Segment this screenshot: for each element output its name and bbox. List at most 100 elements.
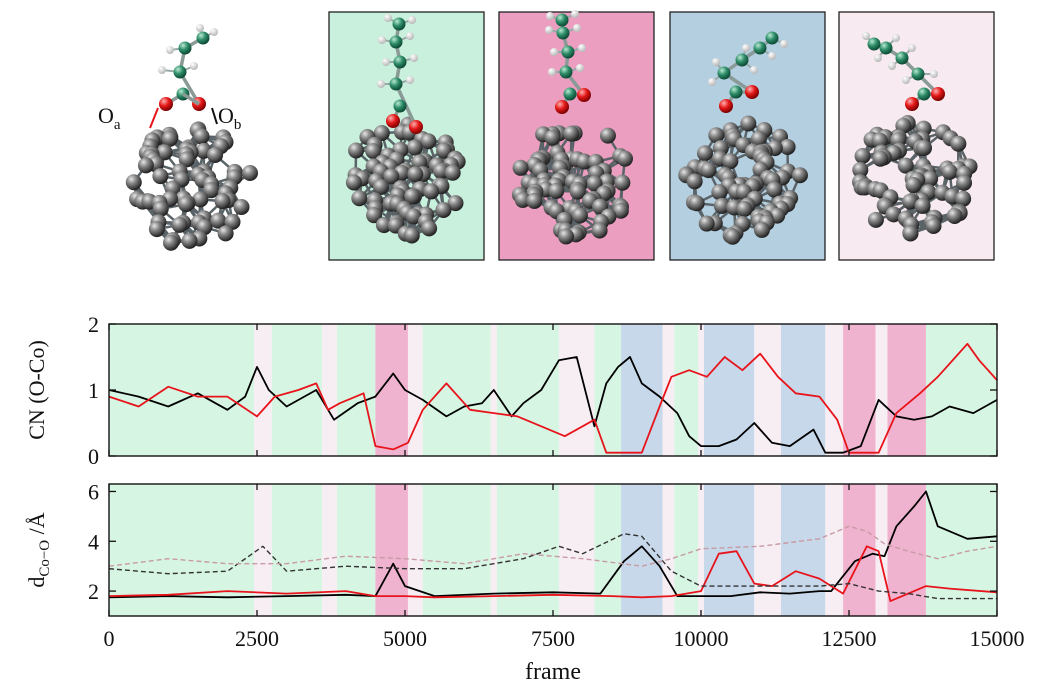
co-atom — [576, 153, 593, 170]
y-axis-label: CN (O-Co) — [24, 340, 49, 440]
co-atom — [722, 153, 739, 170]
co-atom — [514, 191, 531, 208]
h-atom — [210, 28, 218, 36]
h-atom — [708, 78, 716, 86]
snapshot-panel — [669, 11, 826, 261]
co-atom — [724, 228, 741, 245]
co-atom — [586, 175, 603, 192]
h-atom — [768, 52, 776, 60]
h-atom — [158, 66, 166, 74]
state-band-white — [558, 324, 595, 456]
h-atom — [196, 24, 204, 32]
state-band-green — [109, 324, 255, 456]
co-atom — [192, 191, 209, 208]
co-atom — [432, 163, 449, 180]
co-atom — [404, 188, 421, 205]
y-tick-label: 2 — [88, 579, 99, 604]
oa-arrow — [149, 107, 159, 129]
state-band-blue — [703, 324, 755, 456]
co-atom — [137, 157, 154, 174]
co-atom — [178, 196, 195, 213]
state-band-white — [754, 324, 781, 456]
co-atom — [688, 195, 705, 212]
co-atom — [156, 144, 173, 161]
co-atom — [193, 128, 210, 145]
co-atom — [902, 225, 919, 242]
state-band-white — [254, 484, 272, 616]
oxygen-atom — [719, 99, 733, 113]
co-atom — [698, 215, 715, 232]
molecule-snapshot-2 — [511, 10, 633, 245]
carbon-atom — [765, 31, 779, 45]
h-atom — [892, 34, 900, 42]
h-atom — [550, 48, 558, 56]
co-atom — [885, 206, 902, 223]
co-atom — [423, 183, 440, 200]
state-band-pink — [375, 484, 408, 616]
state-band-white — [662, 484, 675, 616]
co-atom — [351, 190, 368, 207]
co-atom — [405, 208, 422, 225]
co-atom — [614, 174, 631, 191]
state-band-green — [496, 324, 559, 456]
co-atom — [372, 179, 389, 196]
carbon-atom — [196, 31, 210, 45]
co-atom — [407, 166, 424, 183]
oa-label: Oa — [98, 103, 121, 133]
distance-chart: 2 4 6 0 2500 5000 7500 10000 12500 15000 dCo−O /Å f… — [24, 479, 1025, 685]
x-tick-label: 5000 — [383, 626, 427, 651]
co-atom — [569, 183, 586, 200]
carbon-atom — [917, 87, 931, 101]
co-atom — [207, 146, 224, 163]
carbon-atom — [389, 77, 403, 91]
carbon-atom — [555, 13, 569, 27]
ob-arrow — [211, 107, 218, 125]
co-atom — [571, 207, 588, 224]
molecule-snapshot-1 — [345, 14, 466, 244]
co-atom — [915, 139, 932, 156]
co-atom — [181, 232, 198, 249]
state-band-white — [875, 324, 888, 456]
co-atom — [766, 181, 783, 198]
h-atom — [573, 24, 581, 32]
h-atom — [406, 32, 414, 40]
y-tick-label: 6 — [88, 479, 99, 504]
co-atom — [696, 145, 713, 162]
h-atom — [377, 80, 385, 88]
co-atom — [950, 135, 967, 152]
co-atom — [922, 170, 939, 187]
co-atom — [872, 150, 889, 167]
co-atom — [753, 221, 770, 238]
state-band-white — [754, 484, 781, 616]
co-atom — [373, 125, 390, 142]
state-band-blue — [780, 324, 826, 456]
co-atom — [599, 127, 616, 144]
co-atom — [544, 129, 561, 146]
h-atom — [571, 10, 579, 18]
carbon-atom — [717, 66, 731, 80]
state-band-white — [490, 484, 497, 616]
oxygen-atom — [409, 120, 423, 134]
x-tick-label: 7500 — [531, 626, 575, 651]
h-atom — [548, 68, 556, 76]
x-tick-label: 10000 — [674, 626, 729, 651]
series-line-3 — [108, 533, 997, 600]
carbon-atom — [729, 85, 743, 99]
h-atom — [742, 44, 750, 52]
oxygen-atom — [905, 97, 919, 111]
h-atom — [780, 40, 788, 48]
co-atom — [171, 216, 188, 233]
state-band-pink — [843, 324, 876, 456]
x-axis-label: frame — [525, 659, 581, 685]
co-atom — [162, 234, 179, 251]
y-tick-label: 2 — [88, 312, 99, 337]
h-atom — [862, 32, 870, 40]
co-atom — [375, 217, 392, 234]
state-band-blue — [780, 484, 826, 616]
h-atom — [410, 54, 418, 62]
x-tick-label: 15000 — [970, 626, 1025, 651]
co-atom — [955, 190, 972, 207]
h-atom — [190, 62, 198, 70]
h-atom — [545, 26, 553, 34]
